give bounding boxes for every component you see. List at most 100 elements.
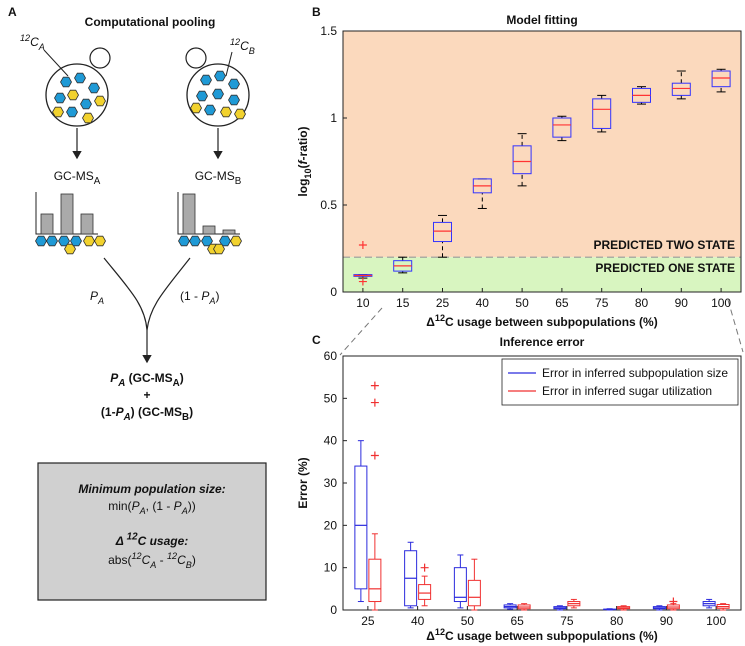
spectrum-bar bbox=[60, 193, 74, 235]
x-tick-label: 90 bbox=[675, 296, 689, 310]
text-part: abs( bbox=[108, 553, 131, 567]
x-tick-label: 65 bbox=[555, 296, 569, 310]
x-tick-label: 50 bbox=[461, 614, 475, 628]
instrument-label: GC-MSA bbox=[54, 169, 101, 187]
text-part: A bbox=[139, 506, 146, 516]
molecule-icon bbox=[212, 88, 224, 100]
text-part: )) bbox=[188, 499, 196, 513]
spectrum-axis bbox=[177, 192, 240, 235]
text-part: f bbox=[296, 159, 310, 164]
info-heading: Minimum population size: bbox=[78, 482, 225, 496]
text-part: Error (%) bbox=[296, 457, 310, 508]
chart-title: Model fitting bbox=[506, 13, 577, 27]
box bbox=[433, 221, 452, 243]
text-part: A bbox=[181, 506, 188, 516]
info-box bbox=[37, 462, 267, 601]
text-part: C usage between subpopulations (%) bbox=[445, 315, 658, 329]
molecule-icon bbox=[94, 95, 106, 107]
molecule-icon bbox=[234, 108, 246, 120]
panel-letter: B bbox=[312, 5, 321, 19]
isotope-label: 12CA bbox=[20, 33, 45, 52]
y-tick-label: 60 bbox=[324, 349, 338, 363]
molecule-icon bbox=[189, 235, 201, 247]
text-part: P bbox=[110, 371, 119, 385]
text-part: 12 bbox=[167, 551, 177, 561]
x-tick-label: 90 bbox=[660, 614, 674, 628]
weight-label: (1 - PA) bbox=[180, 289, 219, 306]
region-label: PREDICTED TWO STATE bbox=[593, 238, 735, 252]
x-tick-label: 80 bbox=[635, 296, 649, 310]
spectrum-axis bbox=[35, 192, 98, 235]
molecule-icon bbox=[204, 104, 216, 116]
molecule-icon bbox=[88, 82, 100, 94]
formula-line: (1-PA) (GC-MSB) bbox=[101, 405, 193, 423]
molecule-icon bbox=[74, 72, 86, 84]
y-tick-label: 20 bbox=[324, 518, 338, 532]
info-heading: Δ 12C usage: bbox=[115, 531, 189, 548]
molecule-icon bbox=[190, 102, 202, 114]
box bbox=[711, 70, 731, 88]
x-tick-label: 75 bbox=[595, 296, 609, 310]
x-tick-label: 65 bbox=[510, 614, 524, 628]
box bbox=[354, 465, 368, 590]
text-part: ) bbox=[180, 371, 184, 385]
text-part: (1 - bbox=[180, 289, 201, 303]
box bbox=[592, 98, 612, 129]
outlier bbox=[370, 451, 379, 460]
text-part: - bbox=[156, 553, 167, 567]
box bbox=[368, 558, 382, 603]
text-part: 12 bbox=[230, 37, 240, 47]
text-part: GC-MS bbox=[54, 169, 94, 183]
box bbox=[552, 117, 572, 138]
text-part: C bbox=[142, 553, 151, 567]
text-part: 12 bbox=[131, 551, 141, 561]
text-part: log bbox=[296, 179, 310, 197]
text-part: , (1 - bbox=[146, 499, 174, 513]
panel-a: A Computational pooling bbox=[8, 5, 215, 29]
x-axis-label: Δ12C usage between subpopulations (%) bbox=[426, 627, 657, 643]
text-part: P bbox=[201, 289, 209, 303]
text-part: Δ bbox=[426, 629, 435, 643]
merge-curve bbox=[146, 257, 191, 331]
molecule-icon bbox=[196, 90, 208, 102]
outlier bbox=[420, 563, 429, 572]
isotope-label: 12CB bbox=[230, 37, 255, 56]
box bbox=[453, 567, 467, 603]
text-part: B bbox=[235, 176, 242, 187]
spectrum-bar bbox=[40, 213, 54, 235]
molecule-icon bbox=[46, 235, 58, 247]
molecule-icon bbox=[67, 89, 79, 101]
text-part: (GC-MS bbox=[125, 371, 172, 385]
panel-letter: C bbox=[312, 333, 321, 347]
x-tick-label: 25 bbox=[436, 296, 450, 310]
y-tick-label: 0 bbox=[330, 603, 337, 617]
text-part: Δ bbox=[115, 534, 127, 548]
connector bbox=[727, 299, 744, 353]
merge-curve bbox=[103, 257, 148, 331]
text-part: GC-MS bbox=[195, 169, 235, 183]
panel-title: Computational pooling bbox=[85, 15, 216, 29]
info-line: min(PA, (1 - PA)) bbox=[108, 499, 196, 516]
legend-label: Error in inferred subpopulation size bbox=[542, 366, 728, 380]
x-tick-label: 75 bbox=[560, 614, 574, 628]
text-part: -ratio) bbox=[296, 126, 310, 160]
text-part: A bbox=[149, 560, 156, 570]
cell-loop bbox=[185, 47, 207, 69]
text-part: A bbox=[173, 378, 180, 389]
text-part: A bbox=[117, 378, 125, 389]
y-axis-label: log10(f-ratio) bbox=[296, 126, 313, 196]
outlier bbox=[669, 597, 678, 606]
text-part: P bbox=[132, 499, 140, 513]
text-part: C usage: bbox=[138, 534, 189, 548]
spectrum-bar bbox=[222, 229, 236, 235]
x-tick-label: 80 bbox=[610, 614, 624, 628]
molecule-icon bbox=[60, 76, 72, 88]
weight-label: PA bbox=[90, 289, 104, 306]
y-tick-label: 10 bbox=[324, 561, 338, 575]
text-part: A bbox=[94, 176, 101, 187]
text-part: B bbox=[249, 46, 255, 56]
y-tick-label: 30 bbox=[324, 476, 338, 490]
text-part: P bbox=[174, 499, 182, 513]
molecule-icon bbox=[213, 243, 225, 255]
